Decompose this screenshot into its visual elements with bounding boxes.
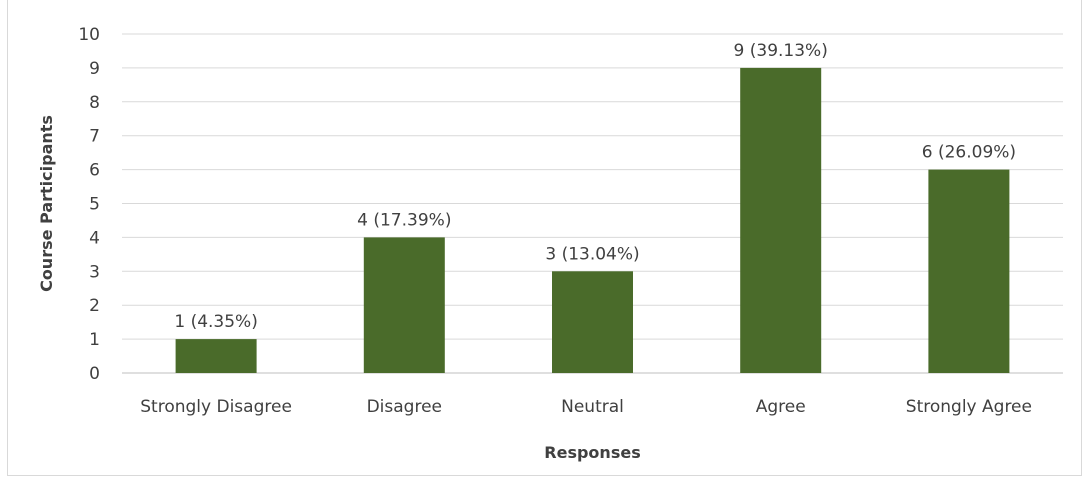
x-tick-label: Neutral	[561, 397, 624, 417]
chart-frame	[7, 0, 1082, 476]
x-tick-label: Strongly Disagree	[140, 397, 292, 417]
data-label: 6 (26.09%)	[922, 143, 1016, 163]
y-tick-label: 10	[78, 25, 100, 45]
bar	[740, 67, 822, 374]
x-tick-label: Agree	[756, 397, 806, 417]
data-labels: 1 (4.35%) 4 (17.39%) 3 (13.04%) 9 (39.13%) 6…	[174, 41, 1016, 332]
y-tick-label: 9	[89, 59, 100, 79]
x-tick-label: Strongly Agree	[906, 397, 1032, 417]
y-tick-label: 7	[89, 127, 100, 147]
bar	[928, 169, 1010, 373]
x-tick-label: Disagree	[367, 397, 442, 417]
y-tick-label: 2	[89, 296, 100, 316]
bar	[363, 237, 445, 373]
y-axis-ticks: 0 1 2 3 4 5 6 7 8 9 10	[78, 25, 100, 384]
y-tick-label: 6	[89, 161, 100, 181]
y-axis-title: Course Participants	[37, 115, 56, 292]
y-tick-label: 5	[89, 195, 100, 215]
y-tick-label: 4	[89, 228, 100, 248]
y-tick-label: 8	[89, 93, 100, 113]
data-label: 3 (13.04%)	[545, 244, 639, 264]
bar	[175, 339, 257, 373]
bar	[552, 271, 633, 373]
y-tick-label: 1	[89, 330, 100, 350]
y-tick-label: 0	[89, 364, 100, 384]
x-axis-ticks: Strongly Disagree Disagree Neutral Agree Str…	[140, 397, 1032, 417]
bars	[175, 67, 1010, 374]
y-tick-label: 3	[89, 262, 100, 282]
data-label: 4 (17.39%)	[357, 210, 451, 230]
data-label: 1 (4.35%)	[174, 312, 258, 332]
x-axis-title: Responses	[544, 443, 640, 462]
data-label: 9 (39.13%)	[734, 41, 828, 61]
